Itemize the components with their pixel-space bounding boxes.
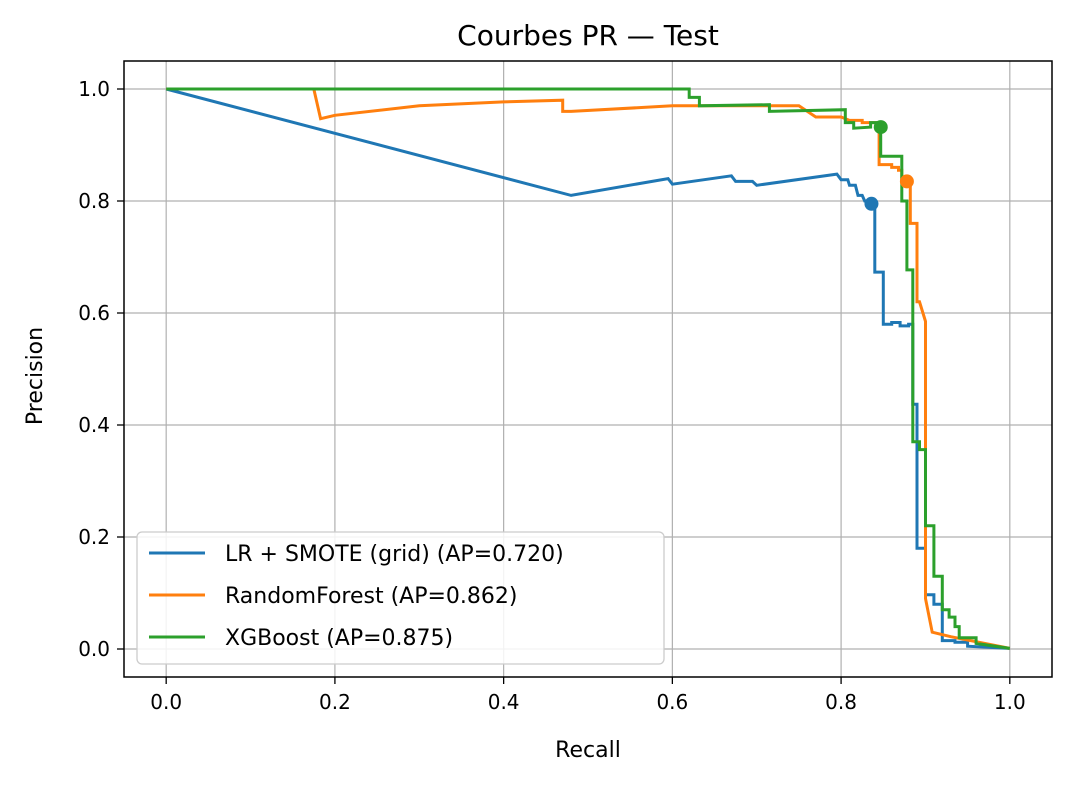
legend: LR + SMOTE (grid) (AP=0.720) RandomForest… <box>136 531 665 665</box>
chart-title: Courbes PR — Test <box>457 19 719 52</box>
y-ticks: 0.0 0.2 0.4 0.6 0.8 1.0 <box>78 77 124 661</box>
plot-frame <box>123 60 1053 678</box>
y-tick-label: 1.0 <box>78 77 110 101</box>
y-tick-label: 0.0 <box>78 637 110 661</box>
y-axis-label: Precision <box>23 327 48 425</box>
y-tick-label: 0.8 <box>78 189 110 213</box>
series-line-0 <box>165 87 1010 650</box>
x-tick-label: 0.0 <box>150 690 182 714</box>
operating-point-0 <box>864 196 879 211</box>
x-tick-label: 1.0 <box>994 690 1026 714</box>
operating-points <box>864 120 914 211</box>
series-line-1 <box>166 87 1011 650</box>
y-tick-label: 0.2 <box>78 525 110 549</box>
legend-label-2: XGBoost (AP=0.875) <box>225 626 453 651</box>
series-lines <box>165 87 1011 650</box>
x-tick-label: 0.6 <box>656 690 688 714</box>
x-tick-label: 0.2 <box>319 690 351 714</box>
operating-point-2 <box>873 120 888 135</box>
x-ticks: 0.0 0.2 0.4 0.6 0.8 1.0 <box>150 677 1026 714</box>
operating-point-1 <box>899 174 914 189</box>
legend-label-0: LR + SMOTE (grid) (AP=0.720) <box>225 542 564 567</box>
x-tick-label: 0.8 <box>825 690 857 714</box>
series-line-2 <box>166 87 1011 650</box>
legend-box <box>136 531 665 665</box>
x-axis-label: Recall <box>555 738 621 763</box>
legend-label-1: RandomForest (AP=0.862) <box>225 584 518 609</box>
y-tick-label: 0.6 <box>78 301 110 325</box>
x-tick-label: 0.4 <box>488 690 520 714</box>
y-tick-label: 0.4 <box>78 413 110 437</box>
